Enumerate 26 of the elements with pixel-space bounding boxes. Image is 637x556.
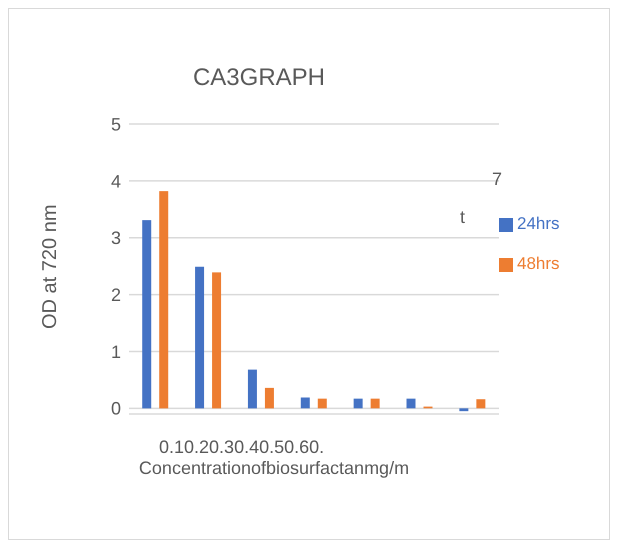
y-tick-label: 4 <box>110 171 121 192</box>
legend-label: 24hrs <box>517 214 560 233</box>
y-tick-label: 0 <box>110 398 121 419</box>
x-axis-title: Concentrationofbiosurfactanmg/m <box>138 458 410 478</box>
y-axis-title: OD at 720 nm <box>39 204 62 329</box>
bar <box>142 220 152 408</box>
bar <box>406 398 416 408</box>
y-tick-label: 2 <box>110 284 121 305</box>
bar <box>212 272 222 408</box>
bar <box>318 398 327 408</box>
chart-title: CA3GRAPH <box>192 64 326 92</box>
y-tick-label: 3 <box>110 228 121 248</box>
text: 0.10.20.30.40.50.60. <box>159 437 324 458</box>
annotation: 7 <box>492 169 502 190</box>
y-tick-label: 1 <box>110 342 121 362</box>
bar <box>354 398 363 408</box>
bar <box>476 399 486 408</box>
annotation: t <box>460 207 466 228</box>
bar <box>159 191 168 408</box>
bar <box>300 398 310 408</box>
bar <box>195 266 204 408</box>
bar <box>370 398 380 408</box>
bar <box>248 370 257 408</box>
legend-label: 48hrs <box>517 254 560 273</box>
y-tick-label: 5 <box>110 114 121 134</box>
bar <box>264 388 274 408</box>
